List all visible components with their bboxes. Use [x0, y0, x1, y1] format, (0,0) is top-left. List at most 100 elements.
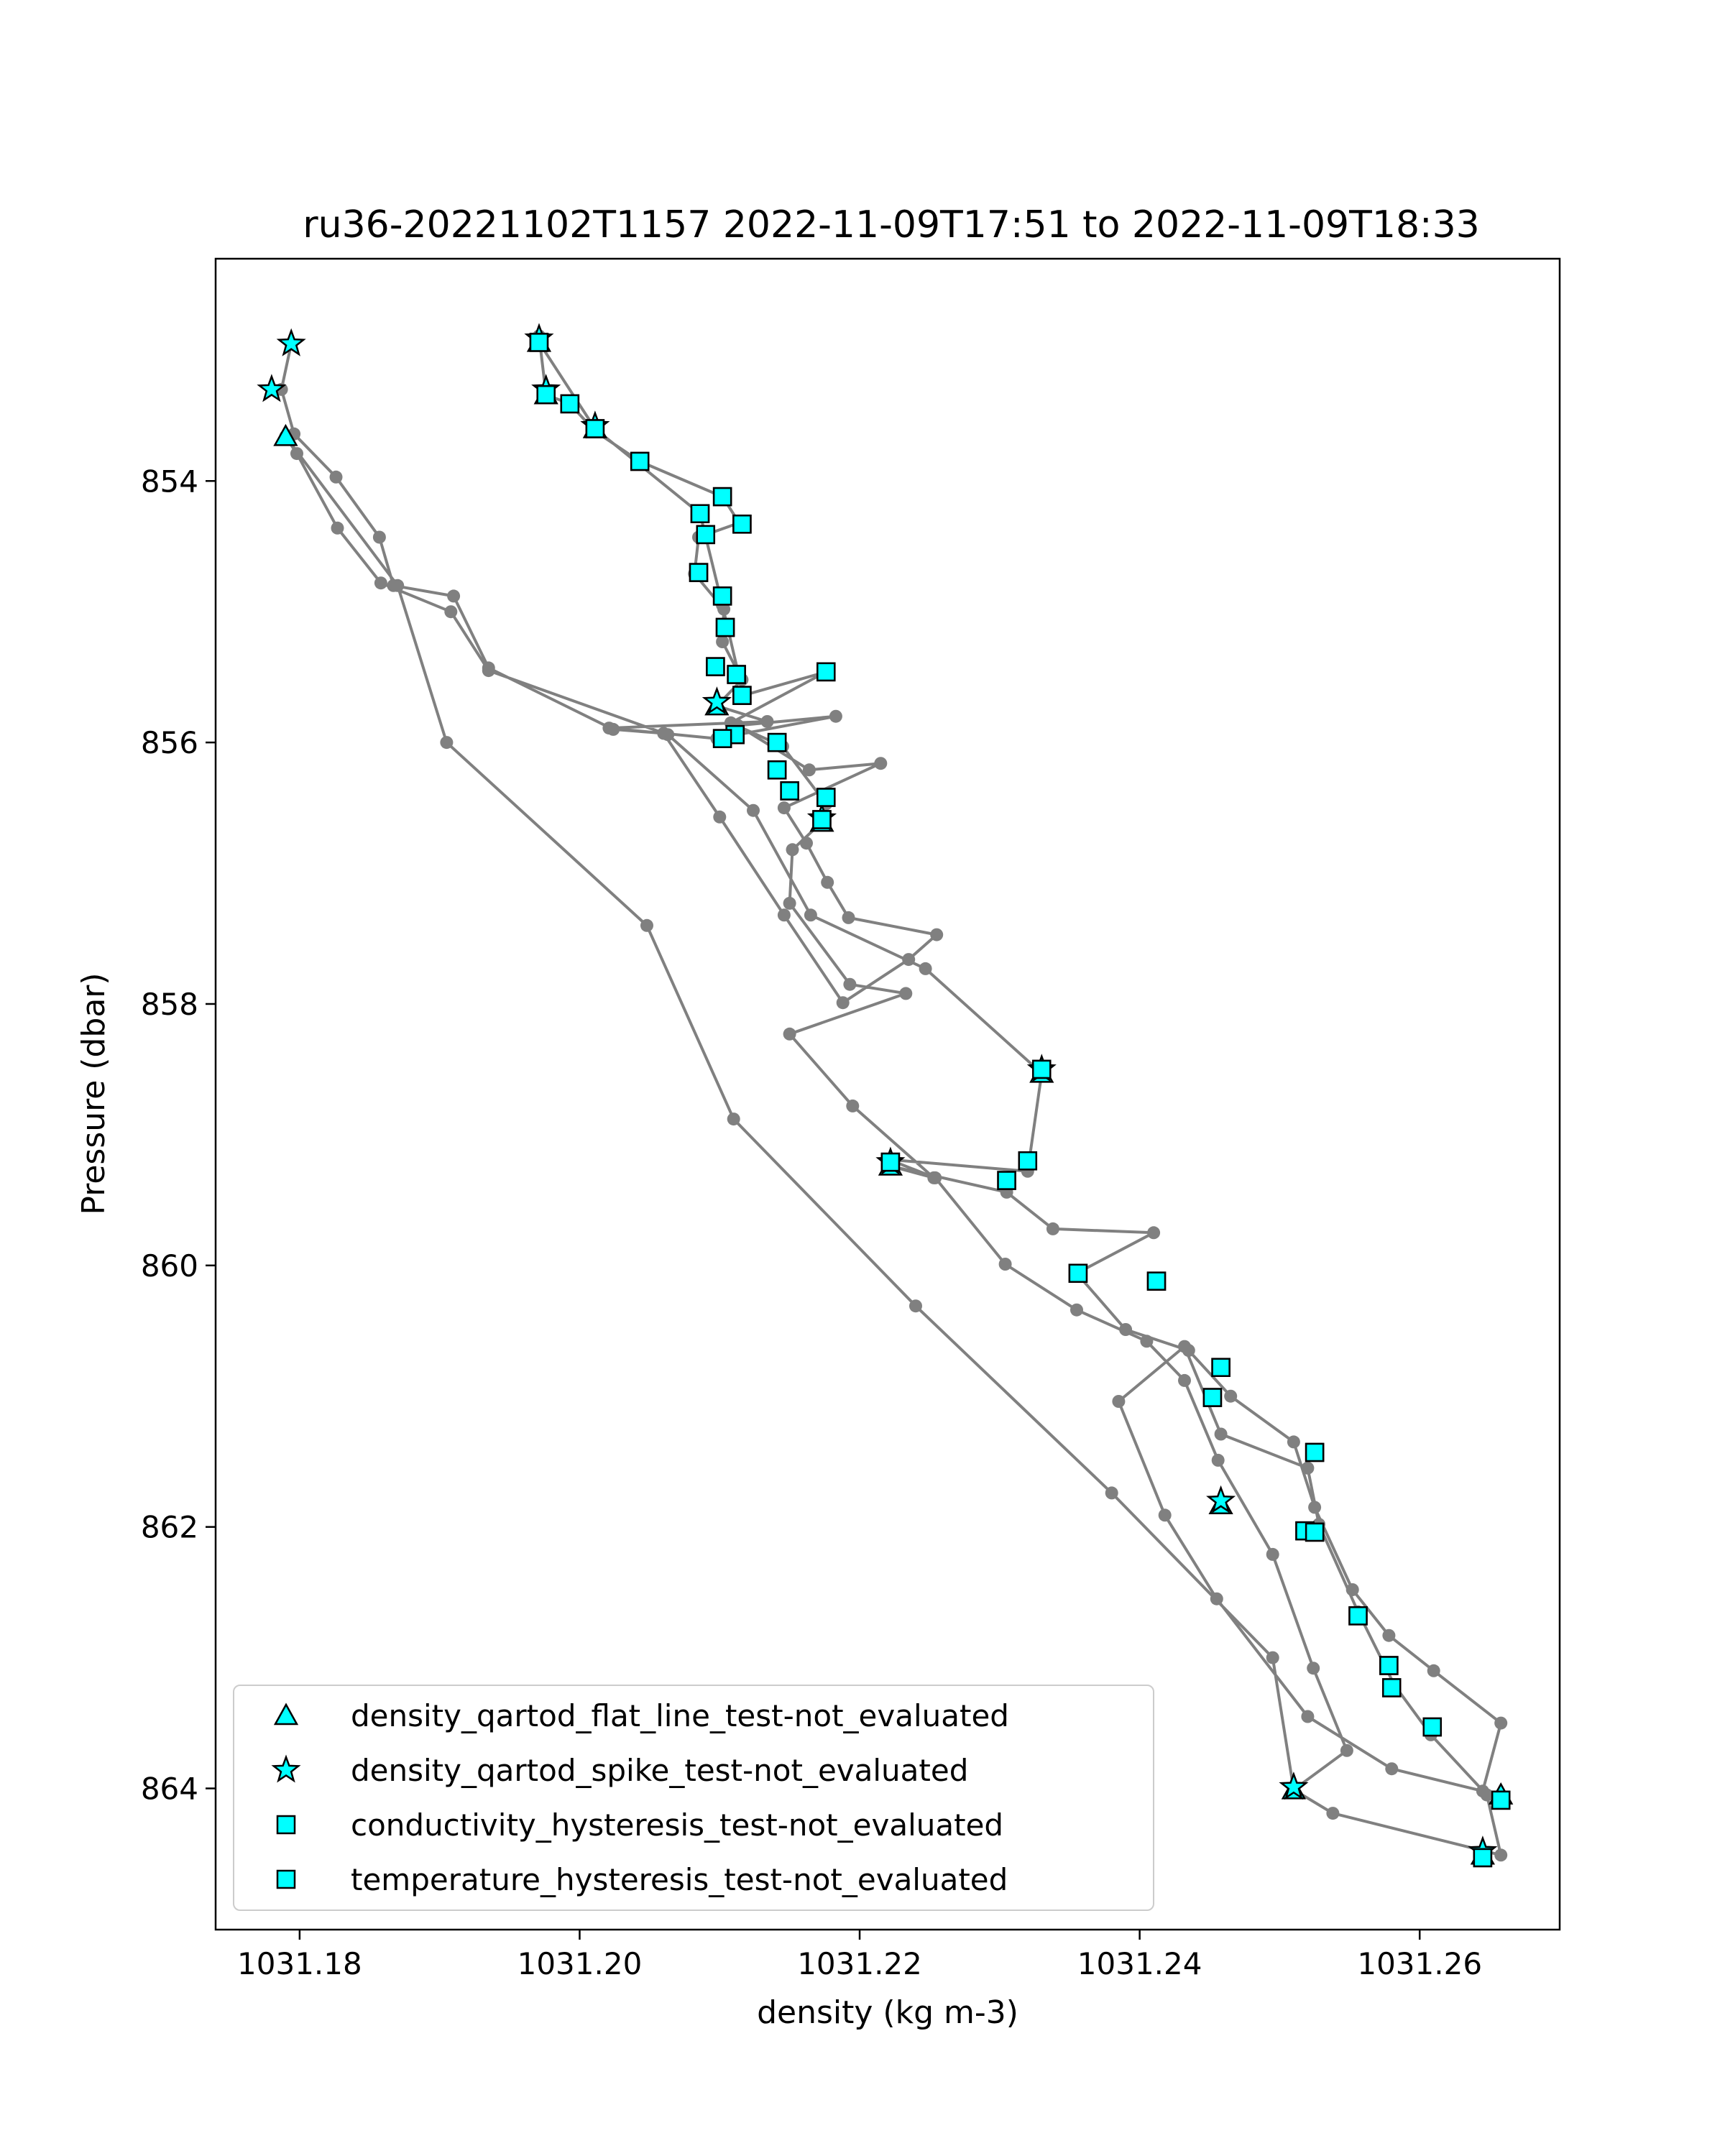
y-tick-label: 856	[141, 725, 198, 760]
flag-marker-square	[712, 729, 732, 748]
profile-point	[447, 589, 461, 603]
profile-point	[1308, 1501, 1322, 1514]
profile-point	[1266, 1547, 1279, 1561]
profile-point	[727, 1112, 740, 1126]
y-axis: 854 856 858 860 862 864	[141, 464, 216, 1807]
flag-marker-square	[536, 384, 556, 405]
flag-marker-square	[1202, 1388, 1223, 1407]
profile-point	[777, 801, 791, 815]
profile-point	[1211, 1453, 1225, 1467]
flag-marker-square	[630, 451, 650, 471]
profile-point	[836, 996, 850, 1010]
profile-point	[1480, 1788, 1494, 1802]
flag-marker-square	[812, 810, 832, 829]
flag-marker-square	[1032, 1059, 1052, 1079]
legend-item: temperature_hysteresis_test-not_evaluate…	[276, 1862, 1008, 1897]
profile-point	[783, 896, 796, 910]
flag-marker-star	[702, 686, 732, 715]
profile-point	[747, 803, 760, 817]
legend: density_qartod_flat_line_test-not_evalua…	[233, 1685, 1154, 1911]
legend-marker-square	[276, 1815, 296, 1835]
x-tick-label: 1031.20	[518, 1946, 643, 1981]
profile-point	[1210, 1592, 1223, 1606]
legend-frame	[233, 1685, 1154, 1911]
profile-point	[842, 911, 855, 924]
plot-area	[257, 323, 1514, 1868]
flag-marker-square	[706, 657, 725, 676]
profile-point	[1178, 1373, 1191, 1387]
y-axis-label: Pressure (dbar)	[75, 972, 112, 1215]
flag-marker-square	[715, 617, 735, 637]
x-tick-label: 1031.24	[1077, 1946, 1202, 1981]
y-tick-label: 864	[141, 1772, 198, 1807]
flag-marker-square	[780, 781, 799, 801]
profile-point	[329, 470, 343, 484]
profile-point	[713, 810, 727, 824]
axes-frame	[214, 257, 1561, 1931]
profile-point	[1326, 1807, 1340, 1820]
x-axis-label: density (kg m-3)	[757, 1994, 1018, 2031]
flag-marker-square	[1382, 1678, 1402, 1697]
legend-marker-triangle	[273, 1703, 299, 1726]
profile-point	[716, 635, 730, 648]
flag-marker-square	[1491, 1790, 1511, 1810]
profile-point	[1494, 1716, 1508, 1730]
flag-marker-star	[1279, 1772, 1309, 1800]
flag-marker-square	[560, 394, 580, 414]
profile-point	[1301, 1461, 1315, 1475]
profile-point	[843, 977, 857, 991]
legend-item: conductivity_hysteresis_test-not_evaluat…	[276, 1807, 1003, 1843]
flag-marker-square	[816, 662, 836, 682]
flag-marker-star	[1206, 1485, 1236, 1514]
profile-point	[930, 928, 944, 941]
profile-point	[909, 1299, 922, 1313]
profile-point	[1346, 1583, 1359, 1596]
profile-point	[1307, 1662, 1320, 1675]
y-tick-label: 858	[141, 987, 198, 1022]
profile-point	[998, 1258, 1012, 1271]
profile-point	[372, 530, 386, 544]
profile-point	[1494, 1848, 1508, 1862]
profile-point	[846, 1099, 860, 1112]
legend-item: density_qartod_spike_test-not_evaluated	[271, 1753, 968, 1788]
profile-point	[1119, 1323, 1133, 1336]
profile-point	[482, 664, 495, 678]
x-axis: 1031.18 1031.20 1031.22 1031.24 1031.26	[237, 1930, 1482, 1981]
profile-point	[374, 576, 387, 590]
flag-marker-square	[1348, 1606, 1368, 1626]
profile-point	[1224, 1389, 1238, 1403]
legend-label: density_qartod_flat_line_test-not_evalua…	[351, 1698, 1009, 1733]
profile-point	[1382, 1628, 1396, 1642]
profile-point	[777, 908, 791, 922]
flag-marker-square	[1422, 1717, 1442, 1737]
profile-point	[1105, 1486, 1118, 1500]
profile-point	[1112, 1395, 1126, 1408]
flag-marker-square	[1018, 1151, 1038, 1171]
series-4	[529, 333, 1511, 1868]
flag-marker-square	[880, 1152, 901, 1172]
profile-point	[1158, 1508, 1172, 1522]
profile-point	[1266, 1651, 1279, 1664]
profile-point	[1340, 1743, 1353, 1757]
profile-point	[1287, 1435, 1300, 1449]
profile-point	[1046, 1222, 1059, 1235]
flag-marker-square	[696, 525, 716, 545]
profile-point	[1301, 1710, 1315, 1723]
profile-point	[802, 763, 816, 777]
x-tick-label: 1031.26	[1357, 1946, 1482, 1981]
profile-point	[1070, 1303, 1083, 1317]
x-tick-label: 1031.22	[797, 1946, 922, 1981]
legend-marker-square	[276, 1869, 296, 1889]
profile-point	[444, 605, 458, 619]
flag-marker-square	[712, 487, 732, 507]
legend-label: conductivity_hysteresis_test-not_evaluat…	[351, 1807, 1003, 1843]
y-tick-label: 854	[141, 464, 198, 499]
profile-point	[821, 875, 834, 889]
profile-point	[800, 837, 813, 850]
profile-point	[1385, 1762, 1399, 1776]
profile-point	[899, 987, 913, 1000]
profile-point	[391, 579, 405, 592]
profile-point	[1427, 1664, 1440, 1677]
flag-marker-square	[529, 333, 549, 352]
